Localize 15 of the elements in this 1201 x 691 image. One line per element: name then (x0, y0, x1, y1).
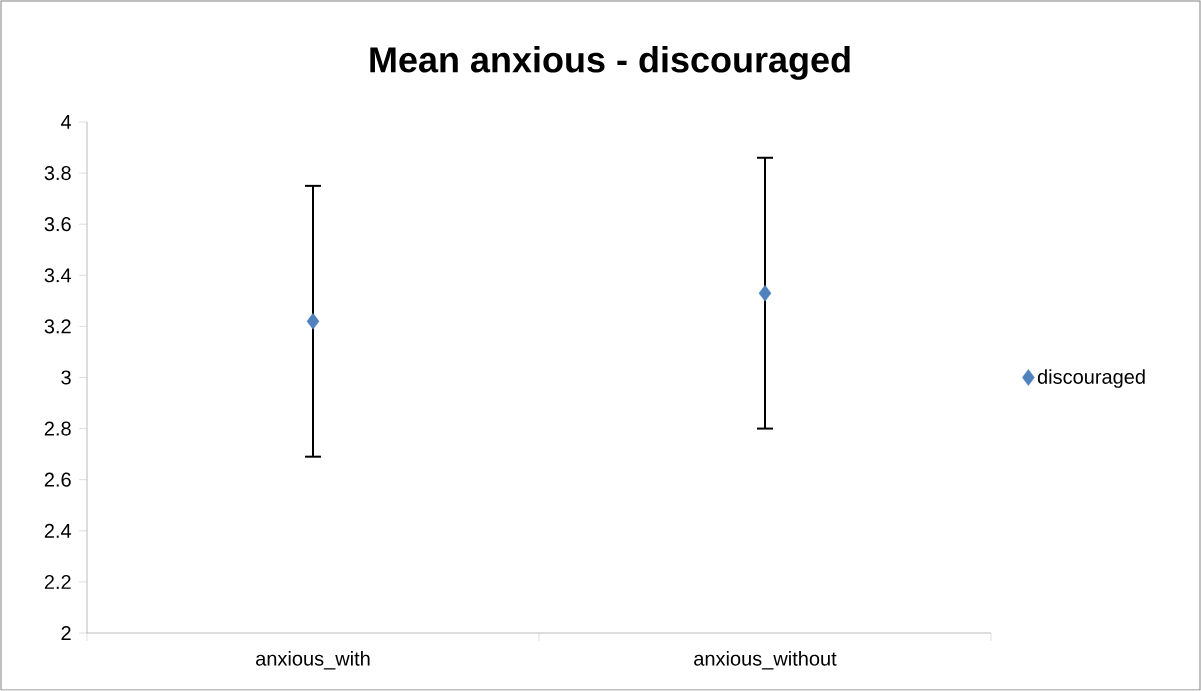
x-tick-label: anxious_with (256, 651, 370, 670)
chart-title: Mean anxious - discouraged (370, 46, 850, 80)
y-tick-label: 2 (61, 626, 71, 640)
y-tick-label: 3.8 (44, 166, 71, 181)
y-tick-label: 2.4 (44, 523, 72, 538)
y-tick-label: 2.6 (44, 472, 71, 487)
y-tick-label: 3.4 (44, 268, 72, 283)
y-tick-label: 4 (60, 115, 72, 129)
y-tick-label: 2.2 (44, 574, 71, 589)
legend-label: discouraged (1037, 369, 1145, 388)
y-tick-label: 2.8 (44, 421, 71, 436)
y-tick-label: 3.6 (44, 217, 71, 232)
y-tick-label: 3 (61, 370, 71, 385)
x-tick-label: anxious_without (694, 651, 837, 670)
y-tick-label: 3.2 (44, 319, 71, 334)
